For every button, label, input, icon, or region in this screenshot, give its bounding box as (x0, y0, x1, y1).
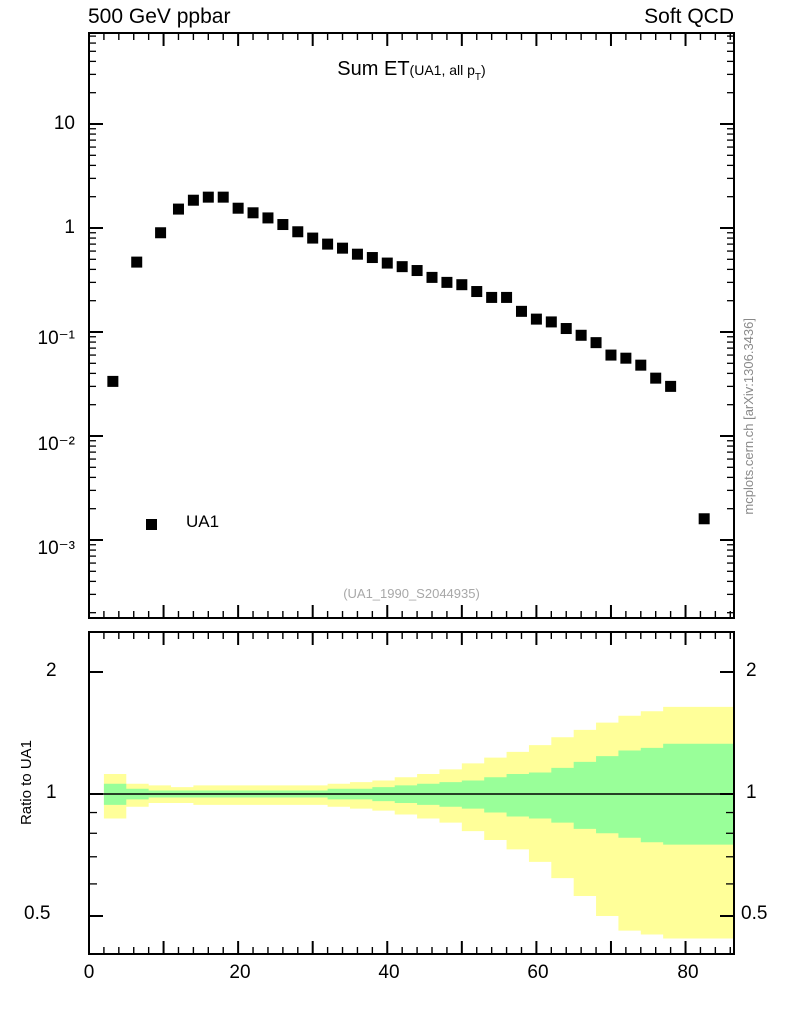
ratio-ytick-label-2-right: 2 (746, 660, 757, 681)
ratio-ytick-label-1-right: 1 (746, 782, 757, 803)
ratio-ytick-label-2-left: 2 (46, 660, 57, 681)
xtick-label-40: 40 (378, 962, 400, 983)
header-process-label: Soft QCD (644, 5, 734, 28)
xtick-label-20: 20 (229, 962, 251, 983)
data-point-ua1 (501, 291, 513, 303)
data-point-ua1 (322, 238, 334, 250)
data-markers-ua1 (107, 191, 710, 525)
ratio-panel-axes (88, 631, 735, 955)
data-point-ua1 (426, 271, 438, 283)
data-point-ua1 (515, 305, 527, 317)
data-point-ua1 (381, 257, 393, 269)
ytick-label-1e-3: 10⁻³ (37, 538, 76, 559)
data-point-ua1 (486, 291, 498, 303)
data-point-ua1 (665, 380, 677, 392)
ytick-label-1e-2: 10⁻² (37, 434, 76, 455)
data-point-ua1 (131, 256, 143, 268)
header-beam-label: 500 GeV ppbar (88, 5, 231, 28)
plot-title-main: Sum ET (337, 58, 410, 80)
data-point-ua1 (698, 513, 710, 525)
ratio-ytick-label-1-left: 1 (46, 782, 57, 803)
data-point-ua1 (471, 286, 483, 298)
data-point-ua1 (620, 352, 632, 364)
legend-label-ua1: UA1 (186, 512, 220, 531)
data-point-ua1 (337, 242, 349, 254)
data-point-ua1 (292, 226, 304, 238)
data-point-ua1 (187, 194, 199, 206)
data-point-ua1 (545, 316, 557, 328)
plot-title-close: ) (481, 62, 486, 78)
data-point-ua1 (635, 359, 647, 371)
ratio-uncertainty-bands (103, 706, 735, 939)
data-point-ua1 (247, 207, 259, 219)
ytick-label-1e-1: 10⁻¹ (37, 328, 76, 349)
data-point-ua1 (456, 279, 468, 291)
data-point-ua1 (650, 372, 662, 384)
plot-element (88, 32, 735, 619)
xtick-label-80: 80 (677, 962, 699, 983)
xtick-label-60: 60 (527, 962, 549, 983)
ytick-label-10: 10 (53, 113, 75, 134)
ratio-ytick-label-05-right: 0.5 (741, 903, 768, 924)
data-point-ua1 (575, 329, 587, 341)
data-point-ua1 (277, 219, 289, 231)
plot-title-paren: (UA1, all p (409, 62, 475, 78)
legend-marker-ua1 (146, 519, 157, 530)
data-point-ua1 (351, 248, 363, 260)
data-point-ua1 (411, 265, 423, 277)
data-point-ua1 (396, 261, 408, 273)
ytick-label-1: 1 (64, 217, 75, 238)
data-point-ua1 (172, 203, 184, 215)
ratio-ytick-label-05-left: 0.5 (24, 903, 51, 924)
plot-title: Sum ET(UA1, all pT) (89, 58, 734, 83)
data-point-ua1 (307, 232, 319, 244)
data-point-ua1 (441, 276, 453, 288)
main-panel-axes (88, 32, 735, 619)
data-point-ua1 (560, 323, 572, 335)
data-point-ua1 (262, 212, 274, 224)
data-point-ua1 (217, 191, 229, 203)
data-point-ua1 (530, 313, 542, 325)
data-point-ua1 (366, 252, 378, 264)
xtick-label-0: 0 (83, 962, 95, 983)
data-point-ua1 (232, 202, 244, 214)
data-point-ua1 (590, 337, 602, 349)
data-point-ua1 (107, 375, 119, 387)
data-point-ua1 (202, 191, 214, 203)
data-point-ua1 (155, 227, 167, 239)
data-point-ua1 (605, 349, 617, 361)
plot-title-subscript: T (474, 72, 482, 83)
analysis-id-watermark: (UA1_1990_S2044935) (343, 586, 480, 601)
